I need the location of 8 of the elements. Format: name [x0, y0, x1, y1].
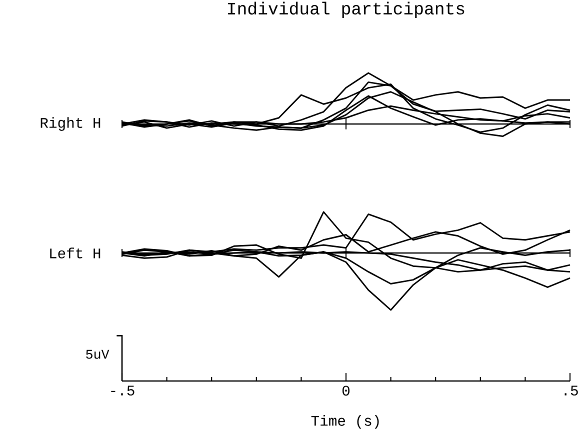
x-tick-label: .5: [564, 386, 578, 396]
y-axis-title: Right H: [40, 117, 100, 131]
y-axis-title: Left H: [50, 248, 100, 258]
x-tick-label: -.5: [111, 386, 134, 396]
text: 5uV: [86, 350, 110, 359]
x-tick-label: 0: [342, 386, 350, 396]
chart-title: Individual participants: [228, 2, 464, 18]
x-axis-title: Time (s): [311, 415, 379, 429]
